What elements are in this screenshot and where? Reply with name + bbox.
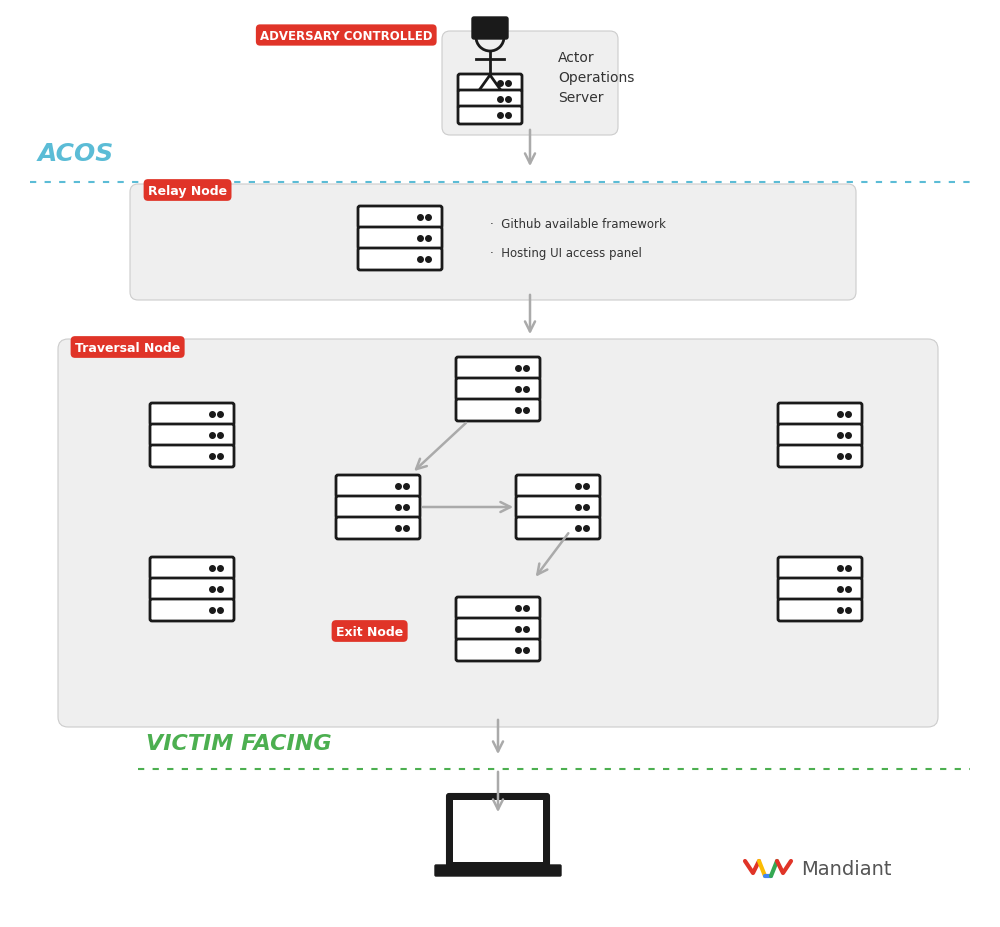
FancyBboxPatch shape <box>336 517 420 540</box>
FancyBboxPatch shape <box>778 557 862 579</box>
FancyBboxPatch shape <box>150 403 234 425</box>
FancyBboxPatch shape <box>778 446 862 467</box>
FancyBboxPatch shape <box>150 557 234 579</box>
FancyBboxPatch shape <box>358 207 442 229</box>
FancyBboxPatch shape <box>150 600 234 621</box>
FancyBboxPatch shape <box>442 32 618 136</box>
Text: Mandiant: Mandiant <box>801 859 892 879</box>
FancyBboxPatch shape <box>456 618 540 641</box>
FancyBboxPatch shape <box>150 425 234 447</box>
FancyBboxPatch shape <box>778 425 862 447</box>
FancyBboxPatch shape <box>516 497 600 518</box>
FancyBboxPatch shape <box>458 91 522 108</box>
FancyBboxPatch shape <box>336 476 420 498</box>
Text: Relay Node: Relay Node <box>148 184 227 197</box>
FancyBboxPatch shape <box>150 578 234 601</box>
Text: ·  Github available framework: · Github available framework <box>490 218 666 231</box>
FancyBboxPatch shape <box>447 794 549 868</box>
FancyBboxPatch shape <box>150 446 234 467</box>
FancyBboxPatch shape <box>778 403 862 425</box>
FancyBboxPatch shape <box>336 497 420 518</box>
FancyBboxPatch shape <box>456 378 540 400</box>
FancyBboxPatch shape <box>456 597 540 619</box>
FancyBboxPatch shape <box>358 228 442 249</box>
FancyBboxPatch shape <box>456 640 540 661</box>
FancyBboxPatch shape <box>458 75 522 93</box>
Text: Exit Node: Exit Node <box>336 625 403 638</box>
FancyBboxPatch shape <box>472 18 508 40</box>
FancyBboxPatch shape <box>58 339 938 727</box>
FancyBboxPatch shape <box>358 248 442 271</box>
FancyBboxPatch shape <box>130 184 856 300</box>
Text: ADVERSARY CONTROLLED: ADVERSARY CONTROLLED <box>260 30 433 43</box>
FancyBboxPatch shape <box>456 400 540 422</box>
FancyBboxPatch shape <box>453 800 543 862</box>
FancyBboxPatch shape <box>516 476 600 498</box>
FancyBboxPatch shape <box>456 358 540 379</box>
FancyBboxPatch shape <box>778 578 862 601</box>
FancyBboxPatch shape <box>516 517 600 540</box>
Text: ·  Hosting UI access panel: · Hosting UI access panel <box>490 247 642 260</box>
FancyBboxPatch shape <box>458 107 522 125</box>
FancyBboxPatch shape <box>435 865 561 876</box>
Text: Traversal Node: Traversal Node <box>75 341 180 354</box>
Text: VICTIM FACING: VICTIM FACING <box>146 733 332 753</box>
Text: ACOS: ACOS <box>38 142 114 166</box>
Text: Actor
Operations
Server: Actor Operations Server <box>558 51 634 105</box>
FancyBboxPatch shape <box>778 600 862 621</box>
